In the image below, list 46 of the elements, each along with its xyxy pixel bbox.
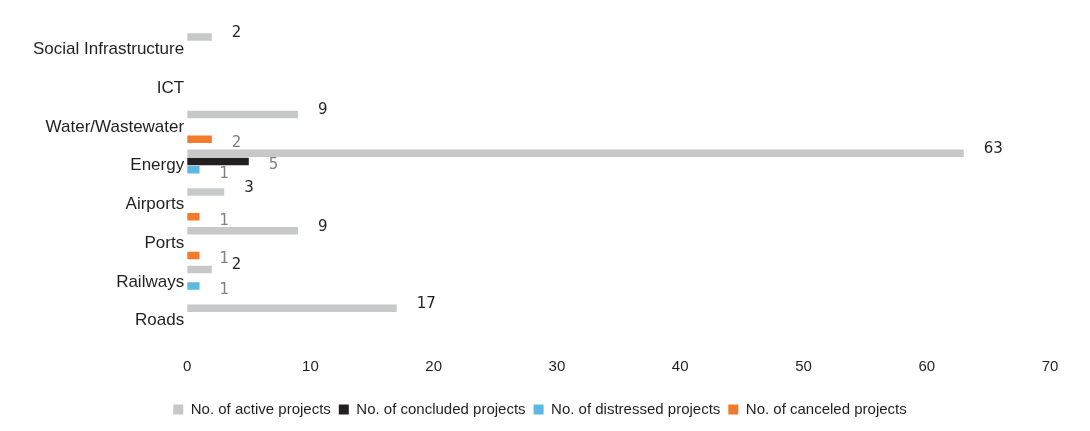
y-tick-label: Energy — [130, 155, 185, 175]
bar — [187, 33, 212, 41]
x-tick-label: 50 — [795, 357, 812, 375]
data-label: 9 — [318, 216, 328, 235]
bar — [187, 213, 200, 221]
x-tick-label: 60 — [918, 357, 936, 375]
y-tick-label: Water/Wastewater — [45, 116, 185, 136]
data-label: 1 — [219, 279, 230, 298]
x-tick-label: 10 — [302, 357, 319, 375]
y-tick-label: Railways — [116, 271, 185, 291]
data-label: 63 — [983, 139, 1003, 158]
y-tick-label: Airports — [125, 194, 185, 214]
bar — [187, 188, 225, 196]
legend-label: No. of distressed projects — [551, 399, 721, 417]
legend-label: No. of active projects — [190, 399, 331, 417]
bar — [187, 110, 299, 119]
y-tick-label: ICT — [156, 77, 185, 97]
bar — [187, 282, 200, 290]
bar — [187, 135, 212, 143]
y-tick-label: Social Infrastructure — [32, 39, 185, 59]
x-tick-label: 0 — [183, 357, 192, 375]
data-label: 1 — [219, 249, 230, 268]
x-tick-label: 40 — [671, 357, 689, 375]
data-label: 2 — [231, 255, 242, 274]
bar — [187, 265, 212, 274]
data-label: 5 — [268, 155, 279, 174]
data-label: 3 — [244, 177, 254, 196]
data-label: 2 — [231, 22, 242, 41]
data-label: 17 — [416, 294, 436, 313]
bar — [187, 166, 200, 174]
bar — [187, 304, 397, 312]
data-label: 9 — [318, 100, 328, 119]
data-label: 1 — [219, 210, 230, 229]
data-label: 2 — [231, 133, 242, 152]
legend-label: No. of canceled projects — [745, 399, 907, 417]
y-tick-label: Ports — [144, 232, 185, 252]
x-tick-label: 20 — [425, 357, 443, 375]
data-label: 1 — [219, 163, 230, 182]
bar — [187, 251, 200, 260]
y-tick-label: Roads — [135, 310, 185, 330]
bar — [187, 227, 299, 235]
bar — [187, 157, 249, 166]
bar — [187, 149, 964, 157]
x-tick-label: 30 — [548, 357, 566, 375]
legend-label: No. of concluded projects — [356, 399, 526, 417]
x-tick-label: 70 — [1041, 357, 1059, 375]
